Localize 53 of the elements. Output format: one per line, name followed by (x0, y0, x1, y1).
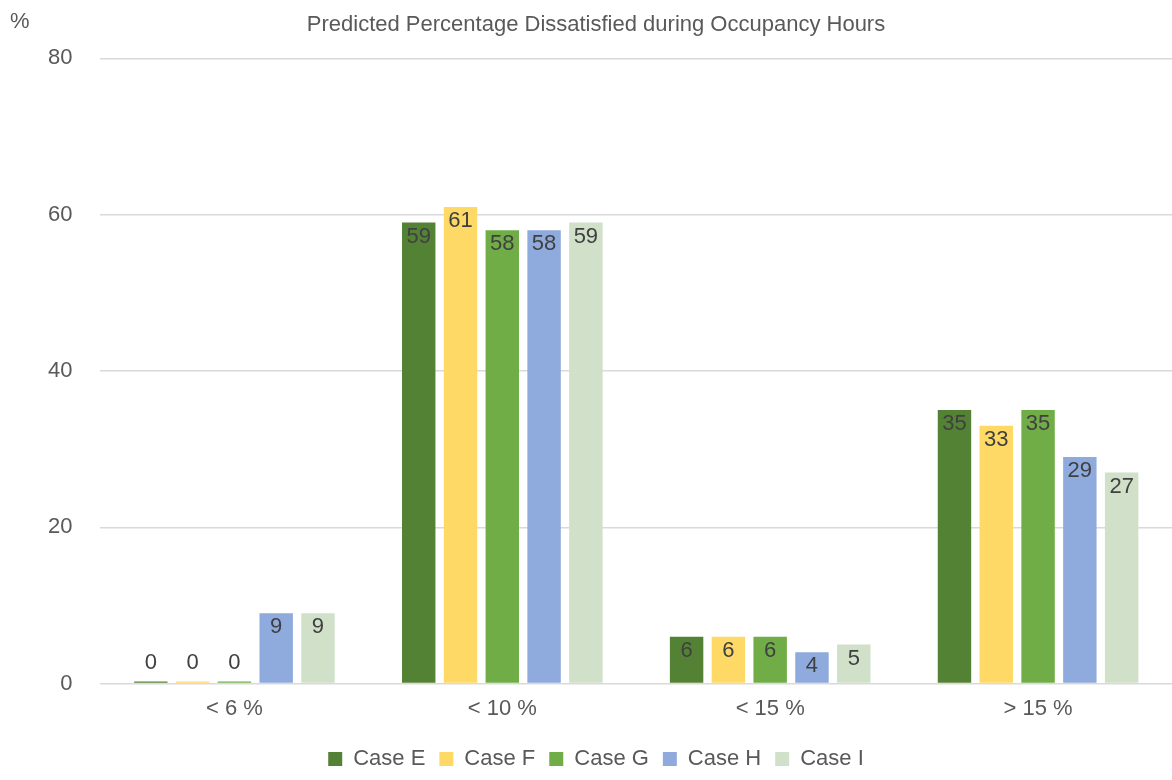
legend-label: Case G (574, 745, 649, 771)
bar (979, 425, 1013, 683)
bar (1104, 472, 1139, 683)
data-label: 59 (406, 222, 431, 248)
data-label: 6 (680, 636, 693, 662)
data-label: 33 (984, 425, 1009, 451)
bar (259, 613, 293, 683)
data-label: 58 (531, 230, 557, 256)
y-tick-label: 0 (60, 669, 73, 695)
data-label: 0 (228, 648, 241, 674)
legend-label: Case E (353, 745, 426, 771)
data-label: 27 (1109, 472, 1134, 498)
x-tick-label: < 15 % (735, 694, 805, 720)
y-tick-label: 80 (47, 44, 73, 70)
data-label: 61 (448, 206, 473, 232)
data-label: 35 (1025, 410, 1051, 436)
data-label: 0 (186, 648, 199, 674)
bar (669, 636, 704, 683)
bar (1021, 410, 1055, 683)
data-label: 59 (573, 222, 599, 248)
data-label: 4 (805, 652, 819, 678)
bar (937, 410, 972, 683)
data-label: 5 (847, 644, 860, 670)
data-label: 58 (490, 230, 515, 256)
data-label: 35 (942, 410, 967, 436)
y-tick-label: 60 (47, 200, 73, 226)
y-tick-label: 20 (47, 513, 73, 539)
legend-label: Case F (464, 745, 536, 771)
bar (569, 222, 603, 683)
data-label: 6 (722, 636, 735, 662)
bar (402, 222, 436, 683)
x-tick-label: < 6 % (205, 694, 263, 720)
y-tick-label: 40 (47, 357, 73, 383)
legend-label: Case I (800, 745, 864, 771)
bar (1063, 456, 1097, 683)
data-label: 29 (1067, 457, 1093, 483)
data-label: 9 (311, 613, 325, 639)
bar (711, 636, 746, 683)
data-label: 0 (144, 648, 157, 674)
data-label: 9 (270, 613, 283, 639)
y-axis-title: % (10, 8, 30, 34)
bar (795, 652, 829, 683)
bar (485, 230, 520, 683)
legend-label: Case H (687, 745, 762, 771)
bar (443, 206, 478, 683)
bar (527, 230, 561, 683)
x-tick-label: < 10 % (467, 694, 537, 720)
x-tick-label: > 15 % (1003, 694, 1073, 720)
bar (837, 644, 871, 683)
data-label: 6 (764, 636, 777, 662)
bar (301, 613, 335, 683)
chart-title: Predicted Percentage Dissatisfied during Occupancy Hours (306, 11, 886, 37)
bar (753, 636, 787, 683)
